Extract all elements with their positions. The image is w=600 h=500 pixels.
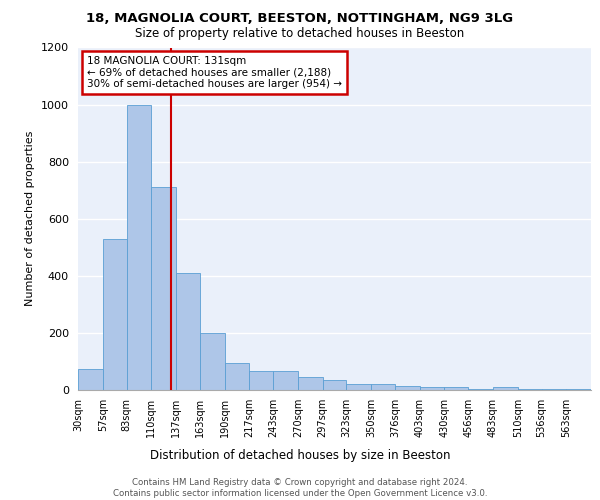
Y-axis label: Number of detached properties: Number of detached properties [25,131,35,306]
Bar [200,333,224,390]
Bar [78,368,103,390]
Bar [250,372,273,390]
Bar [127,104,151,390]
Bar [298,377,323,390]
Bar [151,188,176,390]
Bar [176,273,200,390]
Bar [103,238,127,390]
Bar [273,372,298,390]
Text: 18 MAGNOLIA COURT: 131sqm
← 69% of detached houses are smaller (2,188)
30% of se: 18 MAGNOLIA COURT: 131sqm ← 69% of detac… [87,56,342,90]
Bar [395,386,419,390]
Bar [445,387,468,390]
Text: Distribution of detached houses by size in Beeston: Distribution of detached houses by size … [150,450,450,462]
Bar [371,384,395,390]
Bar [419,387,445,390]
Bar [323,380,346,390]
Bar [468,388,493,390]
Text: Size of property relative to detached houses in Beeston: Size of property relative to detached ho… [136,28,464,40]
Text: 18, MAGNOLIA COURT, BEESTON, NOTTINGHAM, NG9 3LG: 18, MAGNOLIA COURT, BEESTON, NOTTINGHAM,… [86,12,514,26]
Bar [493,387,518,390]
Bar [518,388,542,390]
Bar [542,388,566,390]
Bar [346,384,371,390]
Bar [224,363,250,390]
Text: Contains HM Land Registry data © Crown copyright and database right 2024.
Contai: Contains HM Land Registry data © Crown c… [113,478,487,498]
